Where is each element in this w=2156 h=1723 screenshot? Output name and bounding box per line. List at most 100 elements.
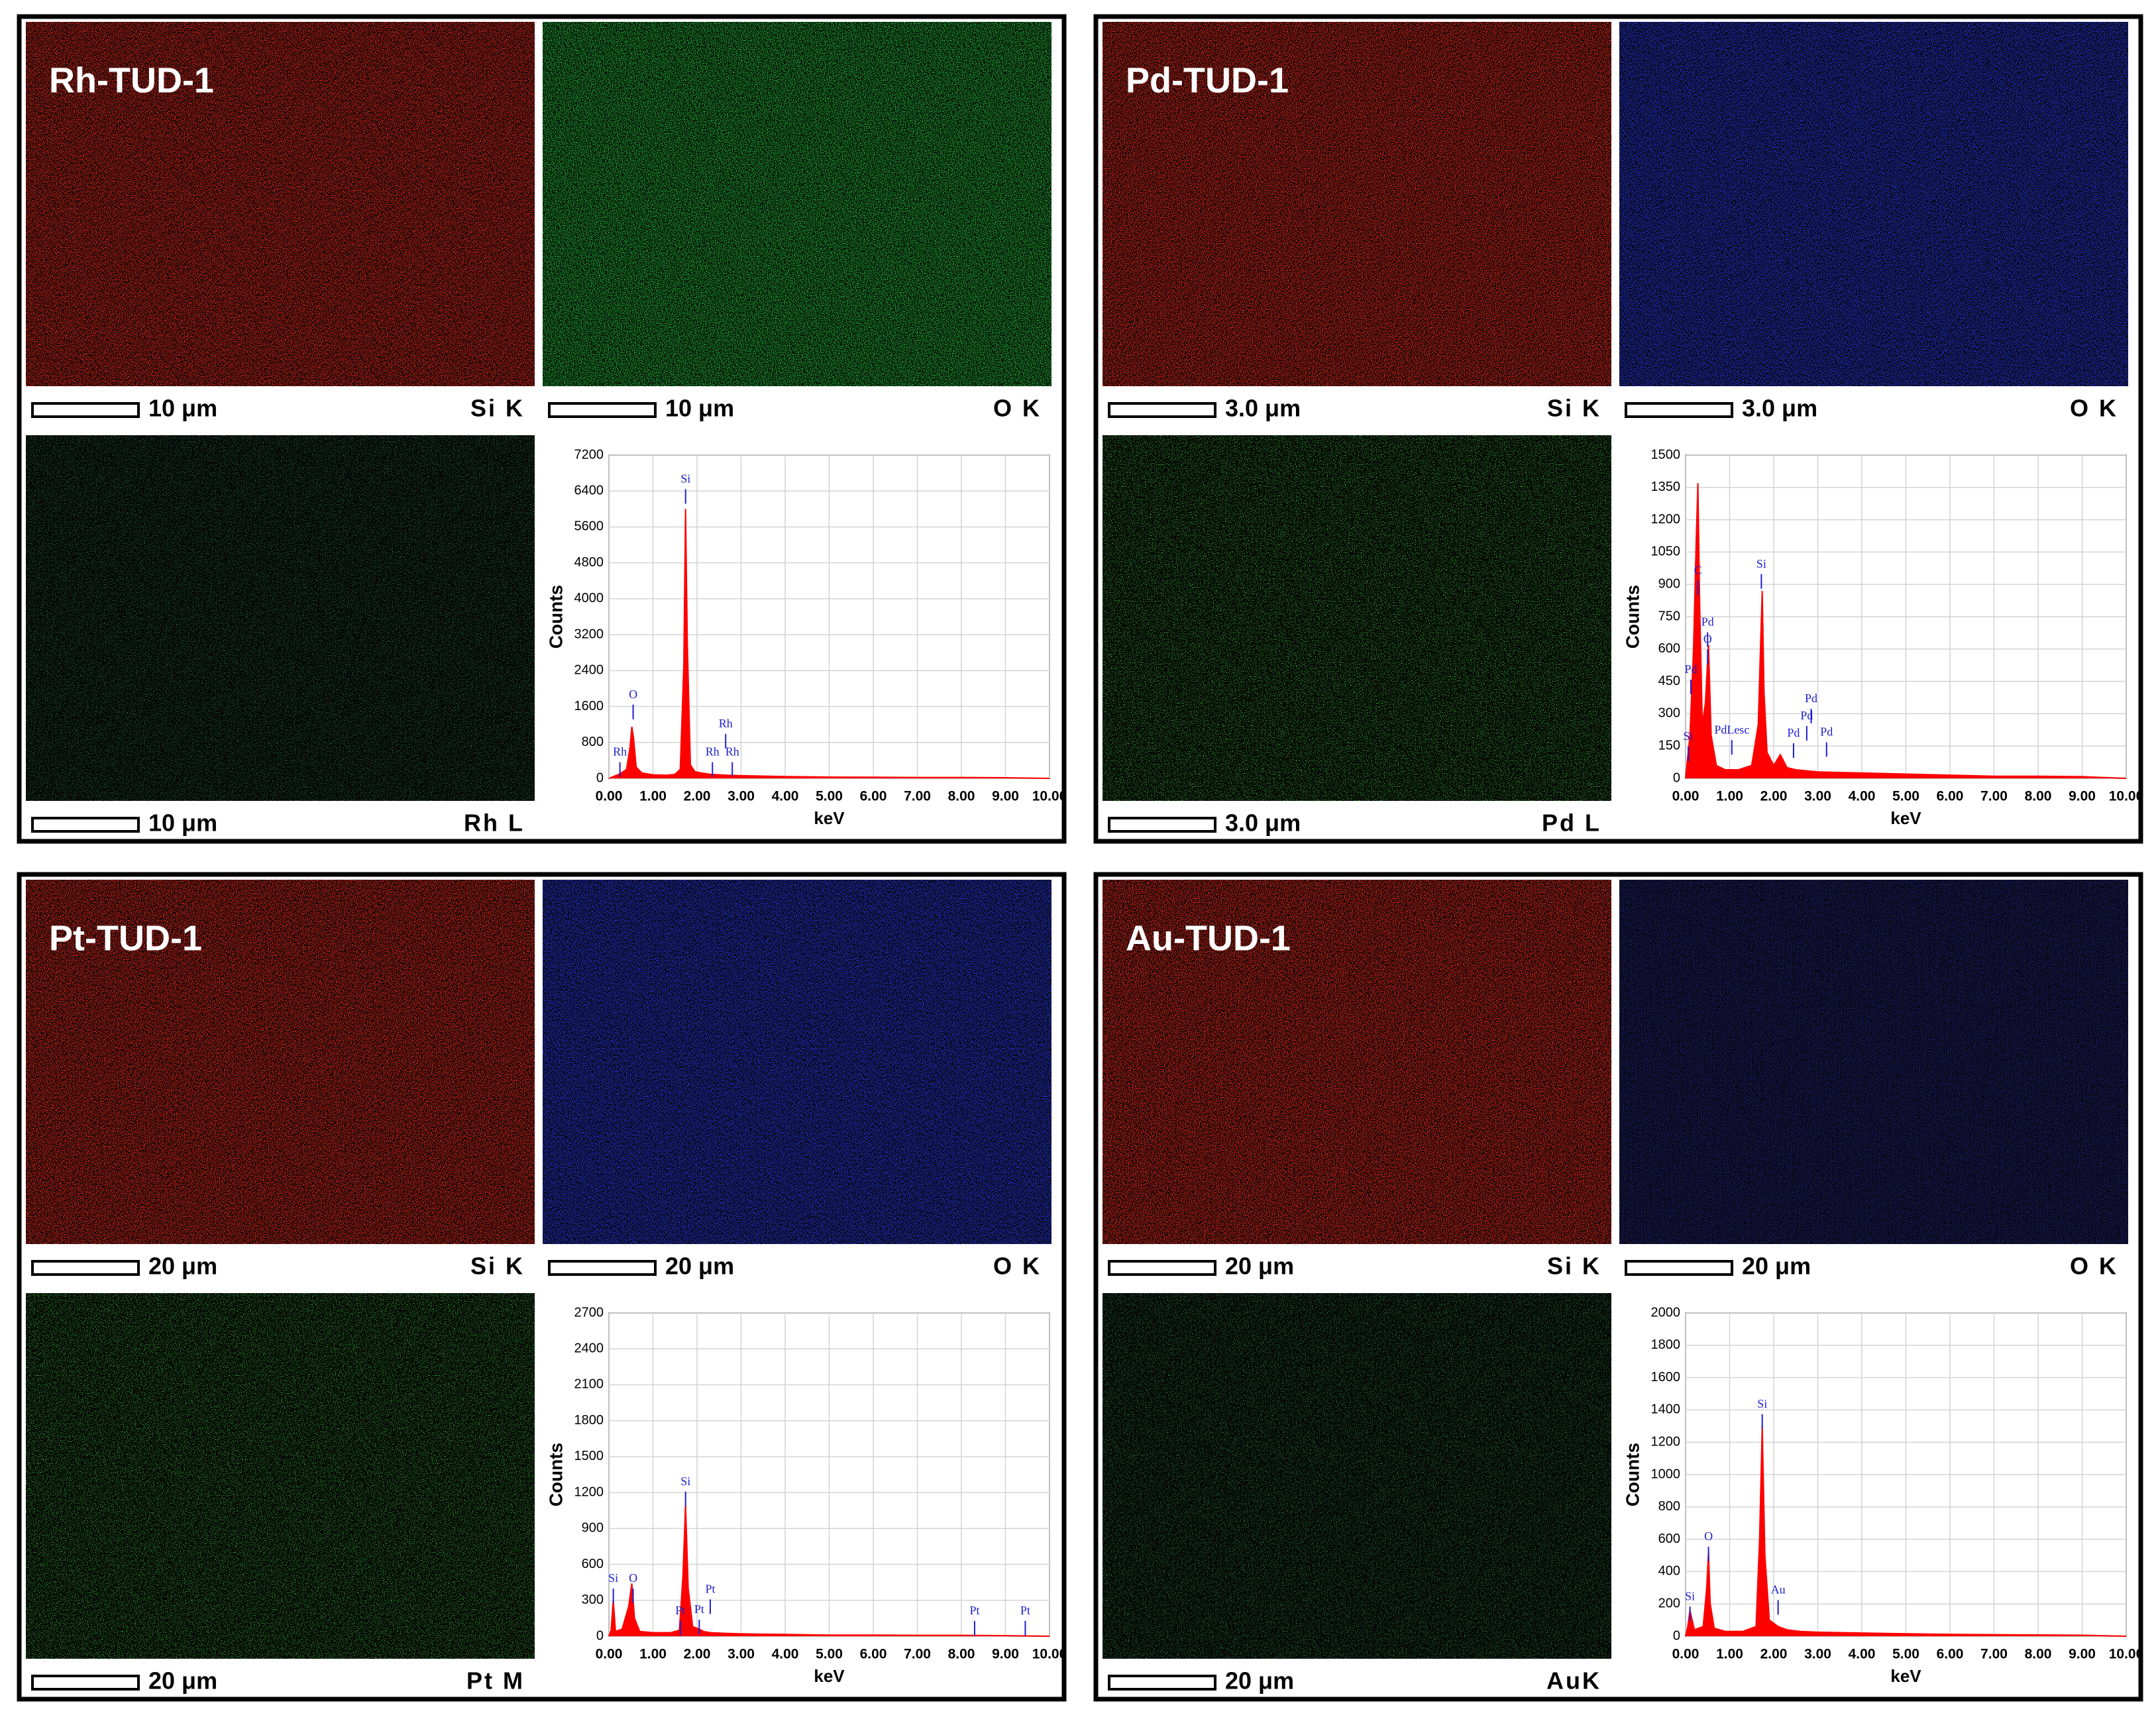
peak-label: Pd	[1820, 725, 1833, 739]
peak-label: Pd	[1684, 662, 1697, 676]
peak-label: O	[629, 688, 637, 701]
peak-label: Rh	[726, 745, 739, 758]
elemental-map	[1103, 880, 1611, 1244]
peak-label: Si	[680, 472, 690, 486]
x-tick-label: 4.00	[1849, 789, 1876, 804]
scale-label: 20 μm	[1742, 1253, 1811, 1280]
elemental-map	[1103, 435, 1611, 801]
y-tick-label: 900	[1658, 576, 1680, 591]
peak-label: Pt	[969, 1604, 979, 1617]
y-tick-label: 600	[582, 1557, 604, 1571]
panel: 3.0 μm Si K 3.0 μm O K 3.0 μm Pd L Pd-TUD-1 0 15…	[1093, 14, 2143, 844]
x-tick-label: 1.00	[639, 1647, 667, 1662]
y-tick-label: 300	[1658, 706, 1680, 721]
y-tick-label: 3200	[574, 627, 604, 641]
peak-label: PdLesc	[1714, 723, 1749, 736]
x-tick-label: 0.00	[1672, 789, 1699, 804]
x-axis-label: keV	[814, 808, 845, 828]
y-tick-label: 7200	[574, 447, 604, 462]
element-label: Si K	[470, 1253, 525, 1280]
x-tick-label: 9.00	[2069, 789, 2096, 804]
y-tick-label: 800	[1658, 1499, 1680, 1514]
x-tick-label: 5.00	[1892, 789, 1919, 804]
peak-label: Rh	[706, 745, 720, 758]
peak-label: O	[629, 1571, 637, 1585]
element-label: AuK	[1546, 1667, 1601, 1695]
scale-label: 20 μm	[665, 1253, 734, 1280]
y-tick-label: 1200	[1651, 512, 1681, 527]
scale-label: 20 μm	[1225, 1253, 1294, 1280]
x-tick-label: 7.00	[904, 789, 931, 804]
x-tick-label: 5.00	[816, 789, 843, 804]
scale-label: 10 μm	[665, 395, 734, 422]
y-tick-label: 5600	[574, 519, 604, 534]
y-tick-label: 1400	[1651, 1402, 1681, 1417]
scale-label: 10 μm	[148, 809, 217, 837]
y-tick-label: 1200	[1651, 1434, 1681, 1449]
scale-label: 20 μm	[148, 1667, 217, 1695]
x-tick-label: 3.00	[728, 1647, 755, 1662]
scale-bar	[1108, 817, 1216, 833]
scale-bar	[31, 817, 140, 833]
element-label: Si K	[1547, 1253, 1601, 1280]
elemental-map	[543, 22, 1051, 386]
y-tick-label: 600	[1658, 1532, 1680, 1546]
x-axis-label: keV	[1890, 1666, 1921, 1686]
scale-label: 3.0 μm	[1742, 395, 1817, 422]
peak-label: Pt	[675, 1604, 685, 1617]
y-axis-label: Counts	[545, 585, 566, 649]
y-tick-label: 1600	[574, 699, 604, 713]
peak-label: O	[1704, 1530, 1713, 1543]
spectrum	[608, 1504, 1050, 1637]
elemental-map	[1619, 22, 2128, 386]
element-label: Rh L	[464, 809, 525, 837]
x-tick-label: 10.00	[1032, 1647, 1067, 1662]
y-tick-label: 450	[1658, 674, 1680, 688]
x-tick-label: 10.00	[2109, 1647, 2144, 1662]
elemental-map	[26, 1293, 535, 1659]
y-tick-label: 1500	[574, 1449, 604, 1463]
scale-bar	[1108, 402, 1216, 418]
spectrum	[608, 509, 1050, 779]
scale-bar	[31, 402, 140, 418]
x-tick-label: 3.00	[1804, 1647, 1831, 1662]
y-tick-label: 1600	[1651, 1370, 1681, 1384]
peak-label: Si	[1683, 729, 1693, 743]
elemental-map	[26, 435, 535, 801]
scale-label: 10 μm	[148, 395, 217, 422]
y-tick-label: 2400	[574, 1341, 604, 1356]
x-tick-label: 7.00	[904, 1647, 931, 1662]
y-tick-label: 1350	[1651, 480, 1681, 494]
scale-label: 20 μm	[1225, 1667, 1294, 1695]
peak-label: Si	[1757, 1397, 1767, 1410]
element-label: O K	[2070, 1253, 2118, 1280]
x-tick-label: 8.00	[2025, 789, 2052, 804]
panel-title: Pt-TUD-1	[49, 918, 202, 958]
element-label: O K	[993, 395, 1042, 422]
x-tick-label: 1.00	[639, 789, 667, 804]
x-tick-label: 9.00	[2069, 1647, 2096, 1662]
peak-label: Pd	[1787, 726, 1800, 739]
x-tick-label: 1.00	[1716, 789, 1743, 804]
peak-label: Pd	[1805, 692, 1817, 705]
y-tick-label: 1200	[574, 1485, 604, 1499]
x-tick-label: 4.00	[1849, 1647, 1876, 1662]
peak-label: C	[1694, 564, 1702, 577]
element-label: O K	[993, 1253, 1042, 1280]
x-tick-label: 6.00	[860, 789, 887, 804]
x-tick-label: 1.00	[1716, 1647, 1743, 1662]
scale-bar	[1108, 1675, 1216, 1691]
peak-label: Rh	[719, 717, 733, 730]
element-label: O K	[2070, 395, 2118, 422]
y-tick-label: 2100	[574, 1377, 604, 1392]
x-tick-label: 5.00	[1892, 1647, 1919, 1662]
scale-bar	[1625, 1260, 1733, 1276]
y-tick-label: 1800	[1651, 1337, 1681, 1352]
x-axis-label: keV	[1890, 808, 1921, 828]
y-axis-label: Counts	[1622, 585, 1643, 649]
scale-bar	[548, 1260, 657, 1276]
x-tick-label: 6.00	[1937, 1647, 1964, 1662]
y-tick-label: 800	[582, 735, 604, 749]
panel: 20 μm Si K 20 μm O K 20 μm AuK Au-TUD-1 0 200 400…	[1093, 872, 2144, 1702]
